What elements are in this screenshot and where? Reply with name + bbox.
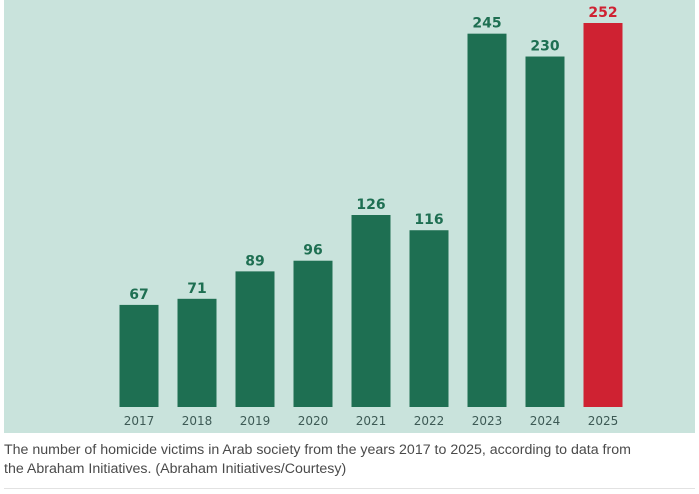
x-tick-label-2023: 2023 (472, 414, 503, 428)
bar-2021 (351, 215, 391, 407)
data-label-2025: 252 (588, 5, 617, 21)
data-label-2018: 71 (187, 281, 206, 297)
caption-line-1: The number of homicide victims in Arab s… (4, 442, 631, 458)
x-tick-label-2018: 2018 (182, 414, 213, 428)
bar-2023 (467, 33, 507, 408)
figure-caption: The number of homicide victims in Arab s… (4, 441, 692, 479)
bar-2017 (119, 304, 159, 407)
data-label-2019: 89 (245, 253, 264, 269)
x-tick-label-2017: 2017 (124, 414, 155, 428)
x-tick-label-2019: 2019 (240, 414, 271, 428)
data-label-2023: 245 (472, 16, 501, 32)
x-tick-label-2022: 2022 (414, 414, 445, 428)
data-label-2024: 230 (530, 39, 559, 55)
data-label-2022: 116 (414, 212, 443, 228)
data-label-2020: 96 (303, 243, 322, 259)
x-tick-label-2020: 2020 (298, 414, 329, 428)
caption-divider (4, 488, 695, 489)
bar-2019 (235, 271, 275, 407)
data-label-2021: 126 (356, 197, 385, 213)
bar-chart: 67 2017 71 2018 89 2019 96 2020 126 2021 116 2022 24… (119, 5, 623, 428)
x-tick-label-2025: 2025 (588, 414, 619, 428)
bar-2018 (177, 298, 217, 407)
bar-2025 (583, 23, 623, 407)
x-tick-label-2024: 2024 (530, 414, 561, 428)
data-label-2017: 67 (129, 287, 148, 303)
bar-2022 (409, 230, 449, 407)
bar-2020 (293, 260, 333, 407)
chart-panel: 67 2017 71 2018 89 2019 96 2020 126 2021 116 2022 24… (4, 0, 695, 433)
caption-line-2: the Abraham Initiatives. (Abraham Initia… (4, 461, 347, 477)
x-tick-label-2021: 2021 (356, 414, 387, 428)
bar-2024 (525, 56, 565, 408)
